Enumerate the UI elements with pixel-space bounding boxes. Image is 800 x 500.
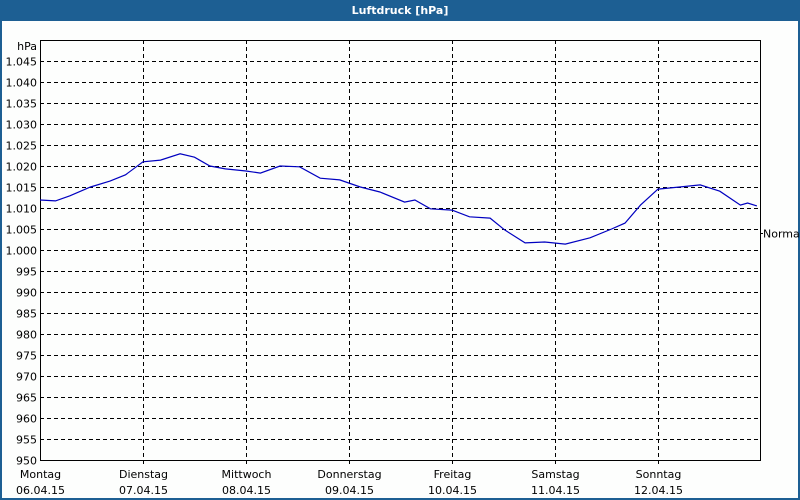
x-tick-day-label: Freitag [434,468,472,481]
x-tick-date-label: 07.04.15 [119,484,168,497]
x-tick-date-label: 09.04.15 [325,484,374,497]
x-tick-day-label: Dienstag [119,468,168,481]
x-tick-day-label: Samstag [531,468,579,481]
y-tick-label: 970 [16,371,37,384]
x-tick-date-label: 08.04.15 [222,484,271,497]
y-tick-label: 965 [16,392,37,405]
y-tick-label: 1.010 [6,203,38,216]
y-tick-label: 955 [16,434,37,447]
x-tick-date-label: 11.04.15 [531,484,580,497]
x-tick-date-label: 12.04.15 [634,484,683,497]
x-tick-day-label: Mittwoch [222,468,272,481]
y-tick-label: 1.035 [6,98,38,111]
y-tick-label: 1.040 [6,77,38,90]
x-tick-date-label: 10.04.15 [428,484,477,497]
window-title: Luftdruck [hPa] [0,0,800,21]
y-tick-label: 990 [16,287,37,300]
y-tick-label: 1.005 [6,224,38,237]
y-tick-label: 960 [16,413,37,426]
x-tick-date-label: 06.04.15 [16,484,65,497]
y-tick-label: 950 [16,455,37,468]
y-tick-label: 1.025 [6,140,38,153]
y-axis-unit-label: hPa [17,40,37,53]
normal-marker-label: Normal [763,228,800,241]
x-tick-day-label: Sonntag [636,468,682,481]
pressure-line [39,153,758,245]
y-tick-label: 1.015 [6,182,38,195]
y-tick-label: 995 [16,266,37,279]
y-tick-label: 1.020 [6,161,38,174]
y-tick-label: 980 [16,329,37,342]
x-tick-day-label: Donnerstag [317,468,381,481]
plot-frame [40,40,761,461]
y-tick-label: 1.045 [6,56,38,69]
y-tick-label: 1.000 [6,245,38,258]
x-tick-day-label: Montag [20,468,61,481]
y-tick-label: 975 [16,350,37,363]
y-tick-label: 1.030 [6,119,38,132]
y-tick-label: 985 [16,308,37,321]
